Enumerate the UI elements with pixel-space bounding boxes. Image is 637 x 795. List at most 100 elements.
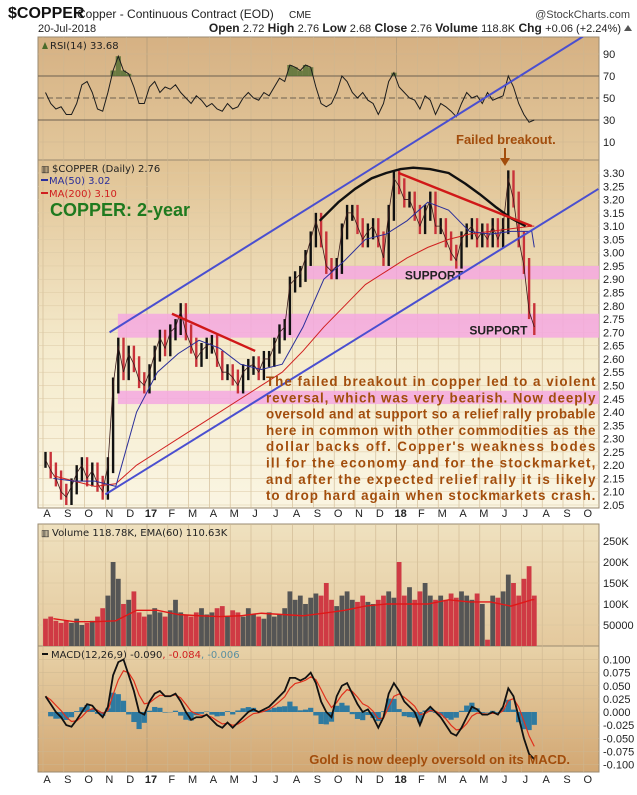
price-tick-label: 2.40: [603, 407, 624, 419]
rsi-tick-label: 70: [603, 71, 615, 83]
volume-bar: [251, 614, 256, 646]
volume-bar: [287, 591, 293, 646]
month-label: J: [502, 774, 508, 786]
macd-histogram-bar: [146, 710, 153, 712]
ma200-legend: MA(200) 3.10: [49, 189, 117, 200]
volume-bar: [412, 599, 418, 646]
macd-tick-label: -0.050: [603, 733, 634, 745]
macd-histogram-bar: [126, 712, 132, 715]
macd-histogram-bar: [370, 712, 376, 719]
quote-label: High: [264, 21, 297, 35]
macd-tick-label: 0.025: [603, 694, 631, 706]
price-tick-label: 2.45: [603, 394, 624, 406]
rsi-legend-icon: [42, 42, 48, 49]
macd-histogram-bar: [375, 712, 381, 722]
macd-histogram-bar: [136, 712, 142, 730]
month-label: N: [105, 508, 113, 520]
month-label: F: [418, 774, 425, 786]
price-tick-label: 3.25: [603, 181, 624, 193]
month-label: A: [210, 774, 218, 786]
month-label: A: [293, 508, 301, 520]
macd-histogram-bar: [141, 712, 147, 723]
volume-bar: [69, 622, 74, 646]
macd-histogram-bar: [266, 709, 272, 712]
macd-histogram-bar: [110, 692, 116, 712]
volume-bar: [505, 574, 511, 646]
macd-histogram-bar: [458, 710, 465, 712]
commentary-line: and after the expected relief rally it i…: [266, 472, 596, 487]
support-band: [307, 265, 599, 280]
price-tick-label: 2.55: [603, 367, 624, 379]
month-label: S: [563, 508, 570, 520]
rsi-tick-label: 90: [603, 49, 615, 61]
volume-bar: [48, 616, 54, 646]
price-legend-text: $COPPER (Daily) 2.76: [52, 164, 160, 175]
month-label: M: [230, 774, 239, 786]
macd-histogram-bar: [380, 711, 387, 712]
macd-histogram-bar: [302, 709, 309, 712]
month-label: S: [314, 508, 321, 520]
rsi-overbought-fill: [287, 65, 293, 76]
price-tick-label: 2.70: [603, 327, 624, 339]
month-label: A: [459, 508, 467, 520]
price-tick-label: 2.60: [603, 354, 624, 366]
month-label: A: [293, 774, 301, 786]
price-legend: ▥ $COPPER (Daily) 2.76 MA(50) 3.02 MA(20…: [41, 164, 190, 220]
price-tick-label: 2.50: [603, 380, 624, 392]
month-label: M: [188, 508, 197, 520]
volume-bar: [209, 612, 215, 646]
volume-bar: [469, 599, 475, 646]
rsi-overbought-fill: [308, 67, 314, 76]
macd-histogram-bar: [334, 705, 340, 712]
axis-labels: AASSOONNDD1717FFMMAAMMJJJJAASSOONNDD1818…: [43, 49, 634, 786]
rounding-top-arc: [318, 166, 527, 228]
macd-histogram-bar: [292, 706, 298, 712]
macd-histogram-bar: [120, 700, 127, 712]
volume-bar: [121, 604, 126, 646]
month-label: A: [43, 508, 51, 520]
volume-bar: [178, 612, 184, 646]
rsi-legend: RSI(14) 33.68: [42, 41, 119, 52]
macd-histogram-bar: [172, 710, 179, 712]
support-bands: SUPPORT SUPPORT: [117, 265, 599, 405]
month-label: F: [168, 774, 175, 786]
volume-bar: [448, 593, 454, 646]
macd-histogram-bar: [79, 707, 85, 712]
price-tick-label: 2.35: [603, 420, 624, 432]
macd-histogram-bar: [339, 702, 345, 712]
volume-bar: [110, 562, 116, 646]
stockcharts-watermark[interactable]: @StockCharts.com: [535, 9, 630, 21]
ma50-legend: MA(50) 3.02: [49, 176, 110, 187]
macd-histogram-bar: [526, 712, 532, 731]
macd-histogram-bar: [209, 712, 215, 715]
rsi-line: [45, 54, 535, 123]
macd-histogram-bar: [505, 699, 511, 712]
macd-tick-label: 0.075: [603, 668, 631, 680]
volume-bar: [282, 608, 288, 646]
volume-bar: [256, 616, 262, 646]
price-tick-label: 3.20: [603, 195, 624, 207]
price-tick-label: 2.30: [603, 434, 624, 446]
price-tick-label: 2.65: [603, 341, 624, 353]
month-label: M: [479, 508, 488, 520]
month-label: 18: [394, 774, 406, 786]
month-label: D: [126, 774, 134, 786]
channel-upper-line: [109, 37, 585, 334]
price-tick-label: 3.00: [603, 248, 624, 260]
macd-histogram-bar: [48, 712, 54, 717]
macd-histogram-bar: [245, 707, 251, 712]
ma200-line: [53, 225, 535, 487]
volume-bar: [193, 612, 199, 646]
volume-icon: ▥: [41, 528, 50, 538]
volume-bar: [173, 599, 178, 646]
volume-bar: [230, 610, 236, 646]
rsi-tick-label: 10: [603, 137, 615, 149]
month-label: J: [523, 508, 529, 520]
month-label: O: [84, 774, 93, 786]
macd-histogram-bar: [406, 712, 413, 718]
macd-tick-label: 0.100: [603, 655, 631, 667]
quote-label: Close: [371, 21, 410, 35]
quote-label: Low: [319, 21, 350, 35]
month-label: D: [376, 508, 384, 520]
volume-ema-line: [53, 598, 535, 623]
